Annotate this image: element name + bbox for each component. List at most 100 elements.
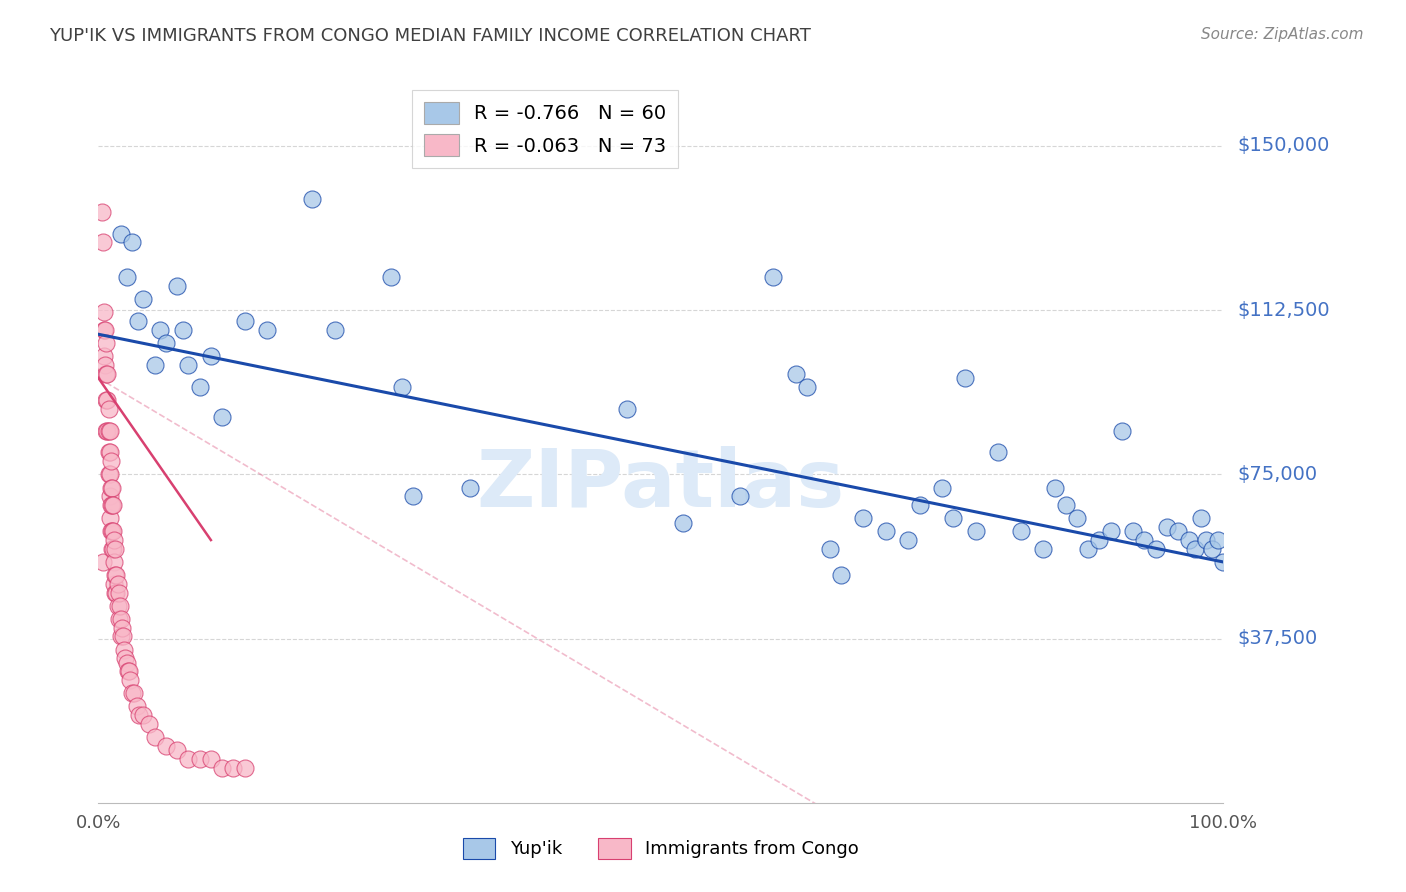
Point: [1111, 424, 1133, 438]
Point: [897, 533, 920, 547]
Point: [115, 270, 138, 285]
Point: [1156, 520, 1178, 534]
Text: $37,500: $37,500: [1237, 629, 1317, 648]
Point: [121, 235, 143, 250]
Point: [942, 511, 965, 525]
Point: [200, 752, 222, 766]
Point: [98, 489, 121, 503]
Point: [101, 481, 124, 495]
Point: [104, 541, 127, 556]
Point: [121, 686, 143, 700]
Point: [94, 358, 117, 372]
Point: [830, 568, 852, 582]
Point: [93, 349, 115, 363]
Point: [115, 656, 138, 670]
Point: [1088, 533, 1111, 547]
Point: [101, 541, 124, 556]
Point: [124, 686, 146, 700]
Point: [103, 555, 125, 569]
Point: [188, 380, 211, 394]
Point: [785, 367, 807, 381]
Point: [100, 498, 122, 512]
Point: [111, 621, 134, 635]
Point: [105, 568, 128, 582]
Point: [93, 305, 115, 319]
Point: [118, 673, 141, 688]
Point: [818, 541, 841, 556]
Point: [1099, 524, 1122, 539]
Point: [323, 323, 346, 337]
Point: [107, 577, 129, 591]
Point: [1189, 511, 1212, 525]
Point: [100, 524, 122, 539]
Point: [908, 498, 931, 512]
Point: [1167, 524, 1189, 539]
Point: [211, 761, 233, 775]
Point: [100, 481, 122, 495]
Point: [97, 445, 120, 459]
Point: [177, 752, 200, 766]
Point: [96, 392, 118, 407]
Point: [391, 380, 413, 394]
Point: [100, 454, 122, 468]
Point: [1195, 533, 1218, 547]
Point: [104, 585, 127, 599]
Point: [96, 424, 118, 438]
Point: [177, 358, 200, 372]
Point: [166, 279, 188, 293]
Point: [112, 642, 135, 657]
Point: [103, 577, 125, 591]
Point: [1122, 524, 1144, 539]
Point: [1184, 541, 1206, 556]
Point: [96, 424, 118, 438]
Point: [96, 392, 118, 407]
Text: $75,000: $75,000: [1237, 465, 1317, 483]
Point: [91, 555, 114, 569]
Point: [127, 314, 149, 328]
Point: [112, 629, 135, 643]
Point: [728, 489, 751, 503]
Text: $112,500: $112,500: [1237, 301, 1330, 319]
Point: [94, 323, 117, 337]
Point: [101, 498, 124, 512]
Point: [98, 445, 121, 459]
Point: [166, 743, 188, 757]
Point: [97, 467, 120, 482]
Point: [132, 292, 155, 306]
Point: [1043, 481, 1066, 495]
Point: [233, 314, 256, 328]
Point: [97, 424, 120, 438]
Point: [233, 761, 256, 775]
Point: [987, 445, 1010, 459]
Legend: Yup'ik, Immigrants from Congo: Yup'ik, Immigrants from Congo: [456, 830, 866, 866]
Point: [1077, 541, 1099, 556]
Point: [672, 516, 695, 530]
Point: [1178, 533, 1201, 547]
Point: [155, 739, 177, 753]
Point: [155, 336, 177, 351]
Point: [107, 599, 129, 613]
Point: [98, 424, 121, 438]
Text: $150,000: $150,000: [1237, 136, 1330, 155]
Point: [118, 665, 141, 679]
Point: [458, 481, 481, 495]
Point: [107, 612, 129, 626]
Point: [1201, 541, 1223, 556]
Point: [1066, 511, 1088, 525]
Point: [1144, 541, 1167, 556]
Point: [96, 367, 118, 381]
Point: [1212, 555, 1234, 569]
Point: [138, 717, 160, 731]
Text: YUP'IK VS IMMIGRANTS FROM CONGO MEDIAN FAMILY INCOME CORRELATION CHART: YUP'IK VS IMMIGRANTS FROM CONGO MEDIAN F…: [49, 27, 811, 45]
Point: [1010, 524, 1032, 539]
Point: [90, 204, 112, 219]
Point: [200, 349, 222, 363]
Point: [110, 612, 132, 626]
Point: [107, 585, 129, 599]
Point: [965, 524, 987, 539]
Point: [117, 665, 139, 679]
Point: [301, 192, 323, 206]
Point: [211, 410, 233, 425]
Point: [108, 599, 131, 613]
Point: [93, 323, 115, 337]
